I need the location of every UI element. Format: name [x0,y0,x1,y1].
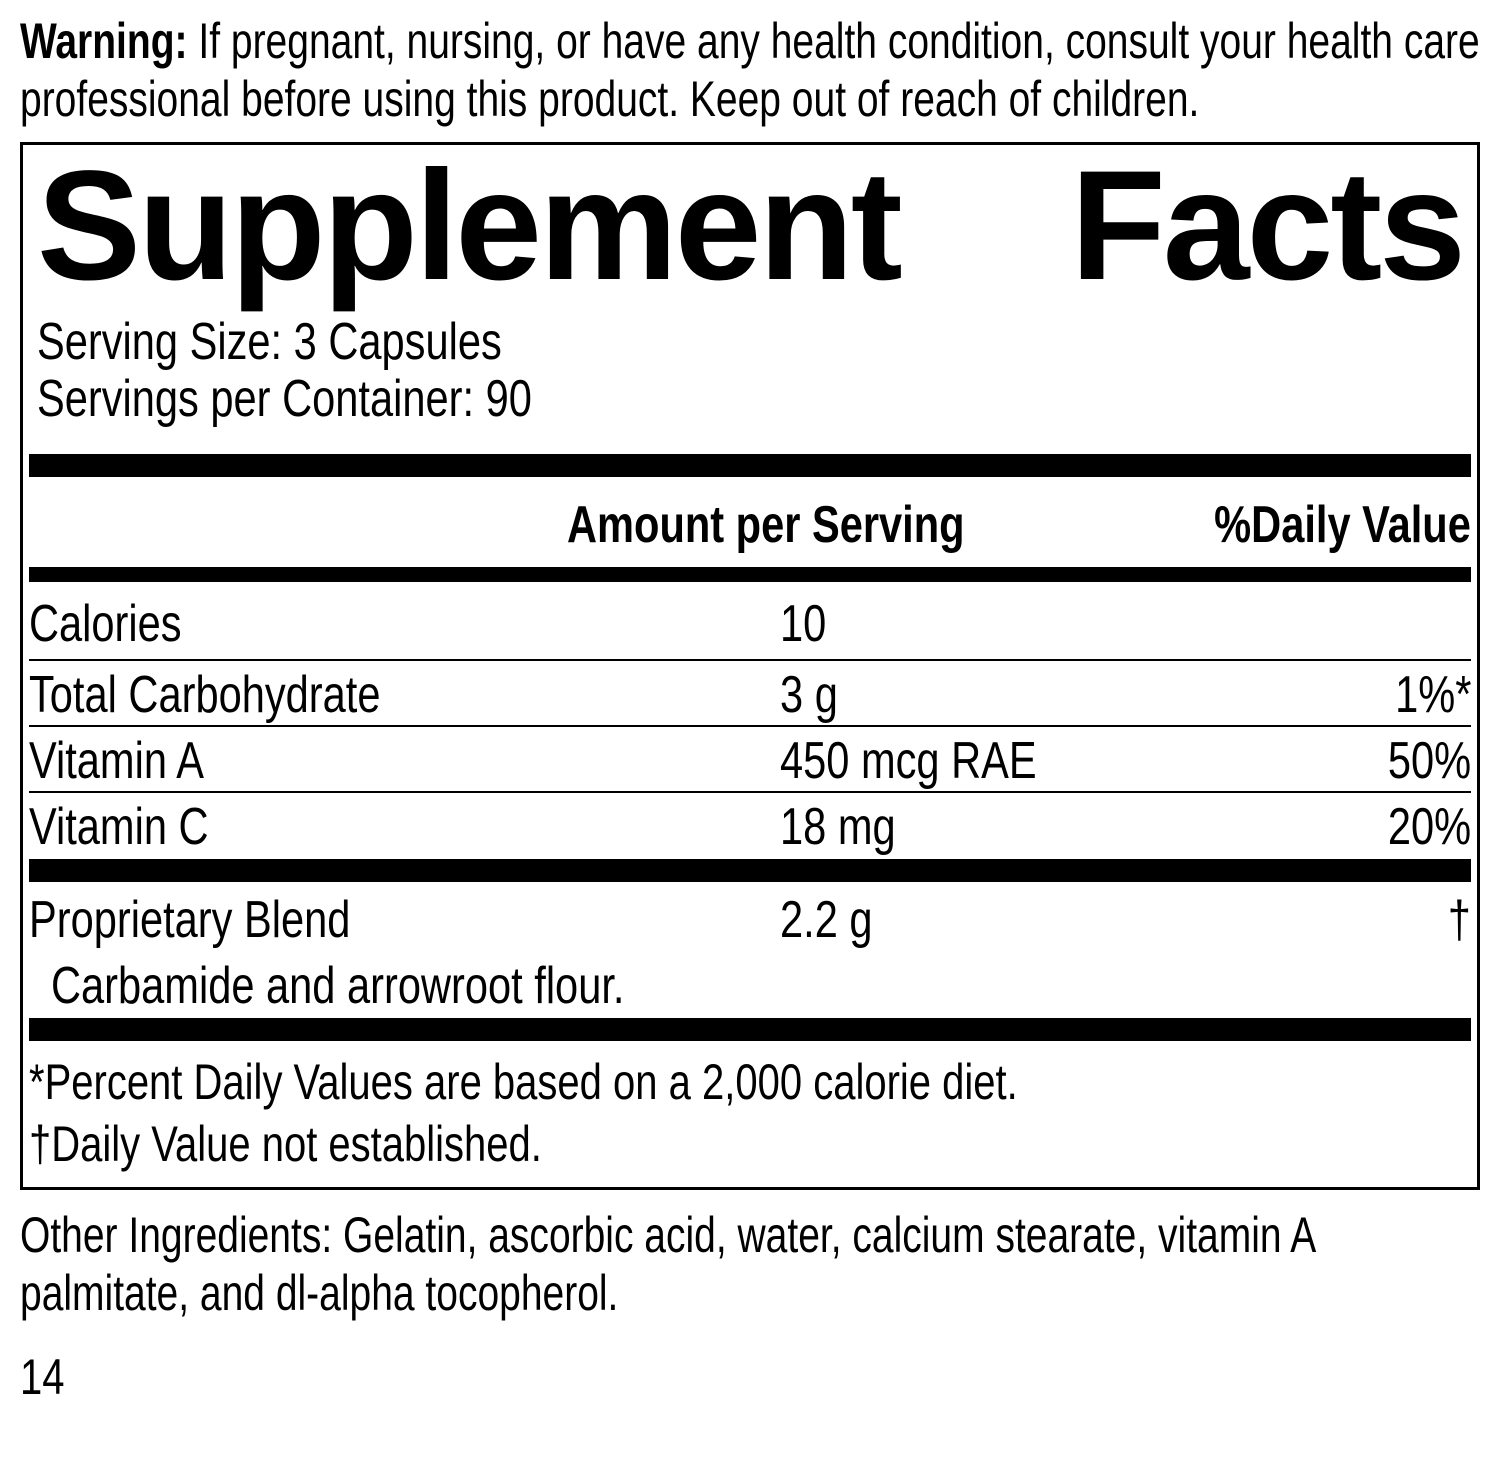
nutrient-daily-value: 20% [1387,798,1471,857]
blend-daily-value-dagger: † [1447,891,1471,950]
blend-description-text: Carbamide and arrowroot flour. [51,957,625,1016]
serving-size-text: Serving Size: 3 Capsules [37,313,502,372]
warning-body-text: If pregnant, nursing, or have any health… [20,13,1480,127]
table-row-calories: Calories 10 [29,582,1471,662]
nutrient-amount: 450 mcg RAE [780,732,1037,791]
nutrient-table: Calories 10 Total Carbohydrate 3 g 1%* V… [29,582,1471,859]
serving-size-line: Serving Size: 3 Capsules [37,314,1471,371]
page-number-line: 14 [20,1348,1480,1406]
blend-amount: 2.2 g [780,891,873,950]
servings-per-container-line: Servings per Container: 90 [37,371,1471,428]
nutrient-name: Calories [29,595,182,654]
daily-value-header: %Daily Value [1214,496,1471,555]
nutrient-amount: 18 mg [780,798,896,857]
divider-thick-top [29,454,1471,478]
other-ingredients: Other Ingredients: Gelatin, ascorbic aci… [20,1207,1315,1322]
blend-name: Proprietary Blend [29,891,351,950]
table-row-total-carbohydrate: Total Carbohydrate 3 g 1%* [29,661,1471,728]
nutrient-amount: 10 [780,595,827,654]
title-word-supplement: Supplement [37,139,903,313]
footnote-percent-daily-values: *Percent Daily Values are based on a 2,0… [29,1051,1471,1113]
blend-description-line: Carbamide and arrowroot flour. [29,946,1471,1012]
servings-per-container-text: Servings per Container: 90 [37,370,532,429]
nutrient-daily-value: 50% [1387,732,1471,791]
divider-thick-middle [29,859,1471,883]
table-row-vitamin-a: Vitamin A 450 mcg RAE 50% [29,727,1471,794]
footnote-text: *Percent Daily Values are based on a 2,0… [29,1054,1018,1111]
proprietary-blend-section: Proprietary Blend 2.2 g † Carbamide and … [29,882,1471,1018]
footnote-text: †Daily Value not established. [29,1116,542,1173]
supplement-facts-panel: Supplement Facts Serving Size: 3 Capsule… [20,139,1480,1191]
footnotes: *Percent Daily Values are based on a 2,0… [29,1041,1471,1175]
supplement-label-page: Warning: If pregnant, nursing, or have a… [20,12,1480,1406]
nutrient-name: Total Carbohydrate [29,666,381,725]
divider-thick-bottom [29,1018,1471,1042]
nutrient-daily-value: 1%* [1394,666,1471,725]
column-header-row: Amount per Serving %Daily Value [29,477,1471,567]
amount-per-serving-header: Amount per Serving [567,496,965,555]
divider-medium-header [29,567,1471,583]
title-word-facts: Facts [1070,139,1466,313]
footnote-daily-value-not-established: †Daily Value not established. [29,1113,1471,1175]
nutrient-name: Vitamin A [29,732,204,791]
table-row-vitamin-c: Vitamin C 18 mg 20% [29,793,1471,859]
table-row-proprietary-blend: Proprietary Blend 2.2 g † [29,894,1471,946]
page-number: 14 [20,1349,65,1406]
nutrient-name: Vitamin C [29,798,209,857]
nutrient-amount: 3 g [780,666,838,725]
panel-title: Supplement Facts [37,139,1466,313]
warning-paragraph: Warning: If pregnant, nursing, or have a… [20,12,1480,128]
warning-label: Warning: [20,13,188,69]
